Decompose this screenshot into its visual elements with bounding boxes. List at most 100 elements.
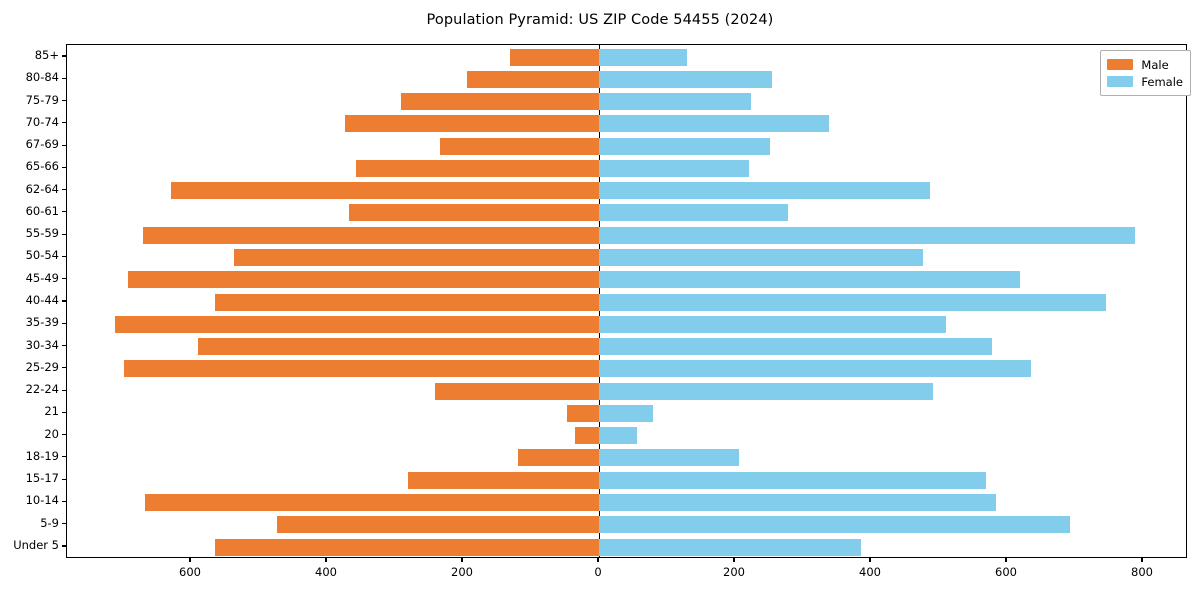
bar-female-60-61 — [599, 204, 789, 222]
bar-female-10-14 — [599, 493, 997, 511]
bar-male-55-59 — [143, 226, 599, 244]
y-tick-label-55-59: 55-59 — [25, 226, 59, 241]
y-tick-mark — [62, 478, 66, 480]
bar-male-65-66 — [356, 159, 599, 177]
bar-female-85- — [599, 48, 687, 66]
bar-female-50-54 — [599, 248, 923, 266]
y-tick-mark — [62, 300, 66, 302]
bar-female-18-19 — [599, 449, 740, 467]
bar-female-21 — [599, 404, 653, 422]
bar-female-20 — [599, 427, 638, 445]
x-tick-mark — [733, 558, 735, 562]
y-tick-label-22-24: 22-24 — [25, 382, 59, 397]
y-tick-mark — [62, 367, 66, 369]
y-tick-label-70-74: 70-74 — [25, 114, 59, 129]
y-tick-label-50-54: 50-54 — [25, 248, 59, 263]
bar-female-5-9 — [599, 516, 1070, 534]
bar-male-70-74 — [344, 115, 599, 133]
bar-female-75-79 — [599, 93, 752, 111]
bar-male-21 — [567, 404, 599, 422]
y-tick-label-20: 20 — [44, 426, 59, 441]
y-tick-label-25-29: 25-29 — [25, 359, 59, 374]
x-tick-label-600-6: 600 — [995, 565, 1017, 579]
y-tick-mark — [62, 434, 66, 436]
bar-male-5-9 — [277, 516, 599, 534]
plot-area — [66, 44, 1187, 558]
bar-male-22-24 — [435, 382, 599, 400]
bar-male-45-49 — [127, 271, 599, 289]
bar-male-62-64 — [170, 182, 599, 200]
bars-layer — [67, 45, 1186, 557]
bar-female-35-39 — [599, 315, 947, 333]
x-tick-mark — [1141, 558, 1143, 562]
y-tick-mark — [62, 322, 66, 324]
y-tick-mark — [62, 344, 66, 347]
y-tick-mark — [62, 77, 66, 79]
bar-female-62-64 — [599, 182, 931, 200]
bar-male-35-39 — [114, 315, 599, 333]
bar-male-15-17 — [407, 471, 599, 489]
legend-swatch-female-icon — [1107, 76, 1134, 87]
bar-female-80-84 — [599, 70, 772, 88]
y-tick-mark — [62, 144, 66, 146]
y-tick-label-75-79: 75-79 — [25, 92, 59, 107]
y-tick-mark — [62, 500, 66, 502]
bar-male-80-84 — [467, 70, 599, 88]
bar-female-30-34 — [599, 338, 993, 356]
y-tick-label-45-49: 45-49 — [25, 270, 59, 285]
y-tick-label-85-: 85+ — [34, 48, 59, 62]
x-tick-mark — [597, 558, 599, 562]
legend-label-female: Female — [1141, 74, 1183, 89]
bar-female-25-29 — [599, 360, 1031, 378]
y-tick-mark — [62, 189, 66, 191]
legend-item-male[interactable]: Male — [1107, 56, 1183, 73]
bar-female-22-24 — [599, 382, 933, 400]
bar-male-18-19 — [518, 449, 599, 467]
bar-male-40-44 — [215, 293, 599, 311]
x-tick-mark — [325, 558, 327, 562]
legend-swatch-male-icon — [1107, 59, 1134, 70]
y-tick-label-10-14: 10-14 — [25, 493, 59, 508]
x-tick-mark — [869, 558, 871, 562]
x-tick-label-400-5: 400 — [859, 565, 881, 579]
bar-male-85- — [509, 48, 599, 66]
bar-female-55-59 — [599, 226, 1135, 244]
x-tick-label-400-1: 400 — [315, 565, 337, 579]
y-tick-label-35-39: 35-39 — [25, 315, 59, 330]
y-tick-label-5-9: 5-9 — [40, 515, 59, 530]
y-tick-mark — [62, 233, 66, 235]
y-tick-label-30-34: 30-34 — [25, 337, 59, 352]
x-tick-mark — [461, 558, 463, 562]
x-tick-label-800-7: 800 — [1131, 565, 1153, 579]
bar-male-under-5 — [215, 538, 599, 556]
y-tick-mark — [62, 122, 66, 124]
x-tick-label-600-0: 600 — [179, 565, 201, 579]
bar-female-15-17 — [599, 471, 986, 489]
bar-female-67-69 — [599, 137, 770, 155]
y-tick-label-67-69: 67-69 — [25, 137, 59, 152]
x-tick-mark — [189, 558, 191, 562]
y-tick-label-62-64: 62-64 — [25, 181, 59, 196]
legend-label-male: Male — [1141, 57, 1169, 72]
bar-female-70-74 — [599, 115, 829, 133]
bar-male-20 — [575, 427, 599, 445]
y-tick-label-15-17: 15-17 — [25, 471, 59, 486]
y-tick-mark — [62, 99, 66, 102]
y-tick-label-65-66: 65-66 — [25, 159, 59, 174]
y-tick-mark — [62, 211, 66, 213]
x-tick-mark — [1005, 558, 1007, 562]
legend-item-female[interactable]: Female — [1107, 73, 1183, 90]
y-tick-mark — [62, 545, 66, 547]
chart-legend: Male Female — [1100, 50, 1191, 96]
y-tick-label-60-61: 60-61 — [25, 203, 59, 218]
bar-female-under-5 — [599, 538, 862, 556]
chart-title: Population Pyramid: US ZIP Code 54455 (2… — [426, 12, 774, 28]
y-tick-label-80-84: 80-84 — [25, 70, 59, 85]
y-tick-mark — [62, 278, 66, 280]
x-tick-label-200-4: 200 — [723, 565, 745, 579]
bar-female-65-66 — [599, 159, 749, 177]
bar-female-40-44 — [599, 293, 1106, 311]
bar-male-30-34 — [197, 338, 599, 356]
y-tick-mark — [62, 55, 66, 57]
bar-male-60-61 — [349, 204, 599, 222]
